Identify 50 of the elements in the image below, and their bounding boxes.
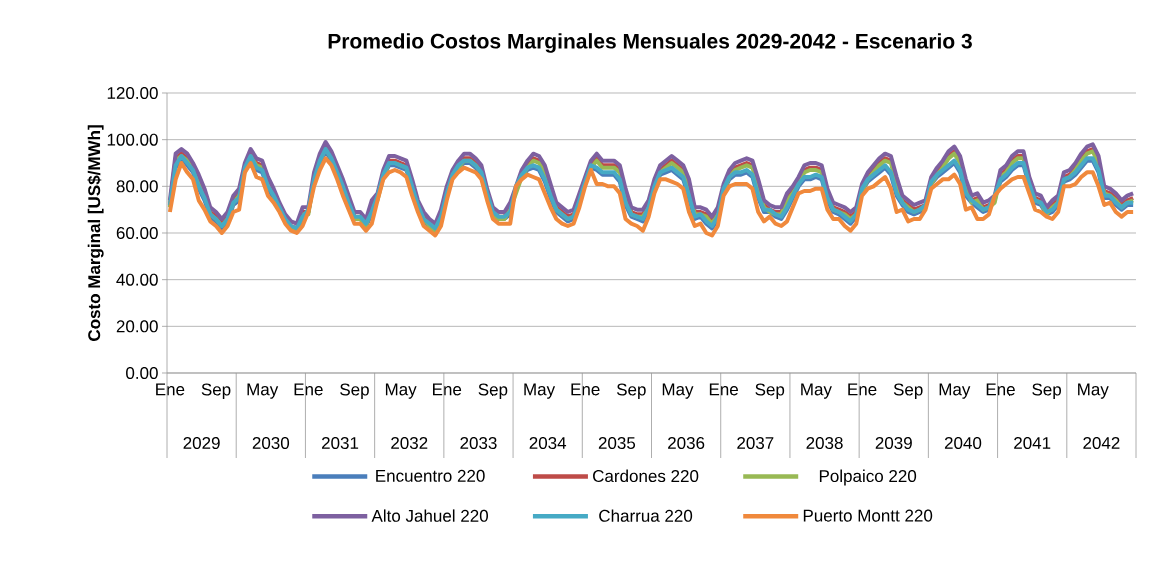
text: 2038 — [806, 436, 843, 450]
x-tick-label: May — [247, 383, 279, 399]
text: 2032 — [391, 436, 428, 450]
legend-label: Alto Jahuel 220 — [371, 509, 488, 522]
text: 2040 — [944, 436, 982, 450]
chart-title: Promedio Costos Marginales Mensuales 2029-2042 - Escenario 3 — [328, 33, 972, 53]
y-tick-label: 40.00 — [116, 273, 158, 286]
text: 2036 — [668, 436, 705, 450]
x-tick-label: Sep — [1032, 383, 1062, 399]
y-tick-label: 60.00 — [116, 226, 158, 240]
text: 2033 — [460, 436, 497, 450]
text: 2042 — [1083, 436, 1120, 450]
x-tick-label: Sep — [616, 383, 646, 399]
x-tick-label: Sep — [893, 383, 923, 399]
x-tick-label: Sep — [340, 383, 369, 399]
y-tick-label: 100.00 — [107, 133, 158, 146]
text: 2031 — [321, 436, 359, 450]
y-tick-label: 0.00 — [126, 366, 158, 380]
x-tick-label: Ene — [433, 383, 462, 396]
x-tick-label: Ene — [294, 383, 323, 396]
text: 2034 — [529, 436, 567, 450]
text: 2037 — [737, 436, 774, 450]
legend-label: Cardones 220 — [593, 469, 699, 483]
text: 2041 — [1014, 436, 1051, 450]
x-tick-label: Ene — [156, 383, 185, 396]
x-tick-label: Ene — [848, 383, 877, 396]
legend-label: Puerto Montt 220 — [803, 509, 933, 522]
y-tick-label: 80.00 — [116, 180, 158, 193]
x-tick-label: May — [1078, 383, 1109, 399]
x-tick-label: Sep — [755, 383, 785, 399]
x-tick-label: Sep — [201, 383, 231, 399]
x-tick-label: May — [385, 383, 417, 399]
x-tick-label: May — [801, 383, 832, 399]
x-tick-label: May — [662, 383, 694, 399]
y-tick-label: 20.00 — [116, 320, 158, 333]
legend-label: Charrua 220 — [599, 509, 693, 522]
text: 2035 — [598, 436, 636, 450]
y-axis-title: Costo Marginal [US$/MWh] — [87, 125, 104, 341]
x-tick-label: Ene — [986, 383, 1015, 396]
x-tick-label: Ene — [571, 383, 600, 396]
text: 2030 — [252, 436, 290, 450]
x-tick-label: Sep — [478, 383, 508, 399]
text: 2039 — [875, 436, 912, 450]
x-tick-label: May — [939, 383, 971, 399]
x-tick-label: Ene — [709, 383, 738, 396]
legend-label: Polpaico 220 — [819, 469, 917, 486]
legend-label: Encuentro 220 — [376, 469, 485, 482]
text: 2029 — [183, 436, 220, 450]
x-tick-label: May — [524, 383, 556, 399]
y-tick-label: 120.00 — [107, 86, 158, 100]
